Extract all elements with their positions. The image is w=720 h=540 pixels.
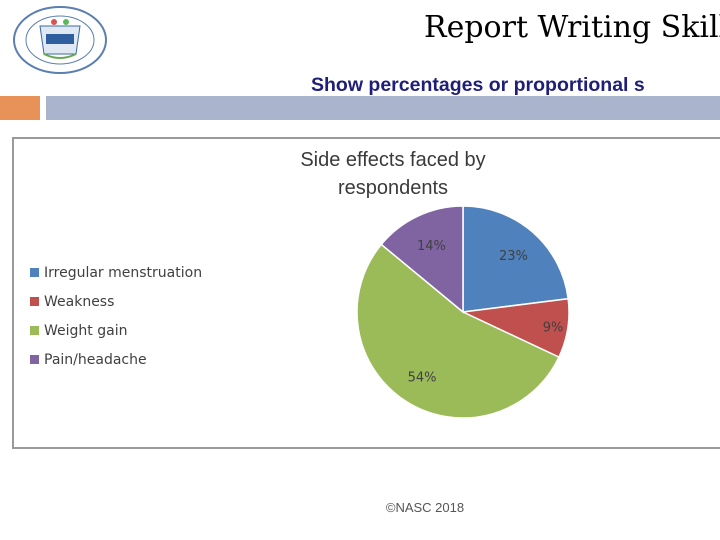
legend-item: Pain/headache [30, 345, 202, 374]
legend-item: Weakness [30, 287, 202, 316]
chart-title: Side effects faced by respondents [300, 149, 486, 199]
pie-slice [380, 205, 464, 314]
institution-seal-icon [13, 6, 107, 74]
legend-swatch [30, 326, 39, 335]
page-subtitle: Show percentages or proportional s [311, 74, 645, 96]
pie-data-label: 54% [408, 370, 437, 385]
legend-swatch [30, 297, 39, 306]
header-bar [46, 96, 720, 120]
page-title: Report Writing Skills .. [424, 10, 720, 45]
legend-swatch [30, 268, 39, 277]
legend-label: Pain/headache [44, 351, 147, 368]
accent-bar [0, 96, 40, 120]
legend-label: Weakness [44, 293, 115, 310]
pie-data-label: 9% [543, 320, 564, 335]
legend-item: Weight gain [30, 316, 202, 345]
pie-data-label: 14% [417, 239, 446, 254]
legend-label: Weight gain [44, 322, 128, 339]
pie-data-label: 23% [499, 249, 528, 264]
legend-item: Irregular menstruation [30, 258, 202, 287]
pie-slice [356, 243, 560, 419]
legend-label: Irregular menstruation [44, 264, 203, 281]
chart-legend: Irregular menstruation Weakness Weight g… [30, 258, 202, 374]
pie-slice [462, 205, 570, 313]
pie-chart: 23% 9% 54% 14% [356, 205, 570, 419]
footer-copyright: ©NASC 2018 [385, 500, 465, 515]
legend-swatch [30, 355, 39, 364]
